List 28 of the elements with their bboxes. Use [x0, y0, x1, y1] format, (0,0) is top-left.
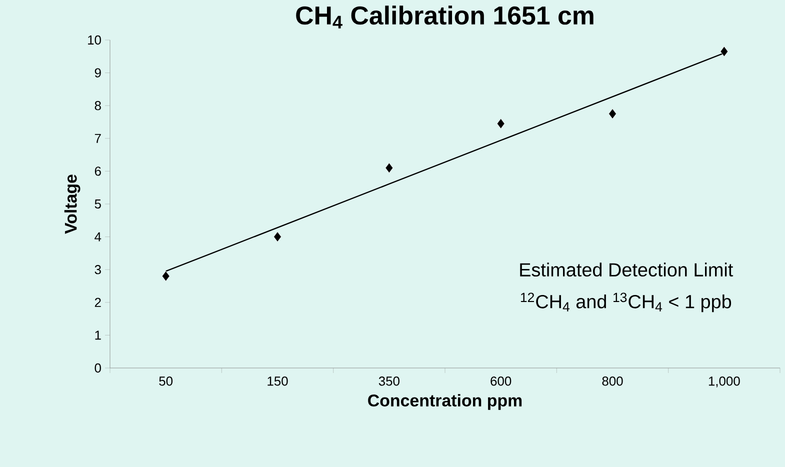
y-tick-label: 1 [95, 330, 101, 340]
y-tick-label: 9 [94, 68, 101, 78]
point [274, 232, 282, 242]
annotation: $^{12}$CH$_{4}$ and $^{13}$CH$_{4}$ < 1 ppb [520, 292, 732, 312]
y-axis-title: Voltage [64, 174, 80, 234]
annotation: Estimated Detection Limit [520, 262, 734, 277]
y-tick-label: 10 [88, 35, 101, 45]
point [385, 162, 394, 174]
point [720, 46, 728, 57]
x-tick-label: 600 [490, 376, 512, 386]
y-tick-label: 6 [94, 166, 101, 176]
y-tick-label: 0 [94, 363, 101, 373]
point [496, 118, 505, 129]
x-tick-label: 50 [159, 376, 173, 386]
y-tick-label: 5 [94, 199, 101, 209]
x-tick-label: 350 [378, 376, 400, 386]
x-tick-label: 150 [268, 376, 288, 386]
y-tick-label: 8 [94, 101, 101, 110]
x-axis-title: Concentration ppm [368, 394, 522, 410]
x-tick-label: 1,000 [708, 376, 740, 388]
y-tick-label: 4 [94, 232, 102, 242]
x-tick-label: 800 [602, 376, 623, 386]
y-tick-label: 7 [94, 134, 101, 143]
point [162, 270, 170, 282]
point [608, 108, 616, 119]
y-tick-label: 2 [94, 298, 101, 307]
chart-title: CH$_{4}$ Calibration 1651 cm [296, 6, 594, 28]
y-tick-label: 3 [94, 265, 101, 274]
